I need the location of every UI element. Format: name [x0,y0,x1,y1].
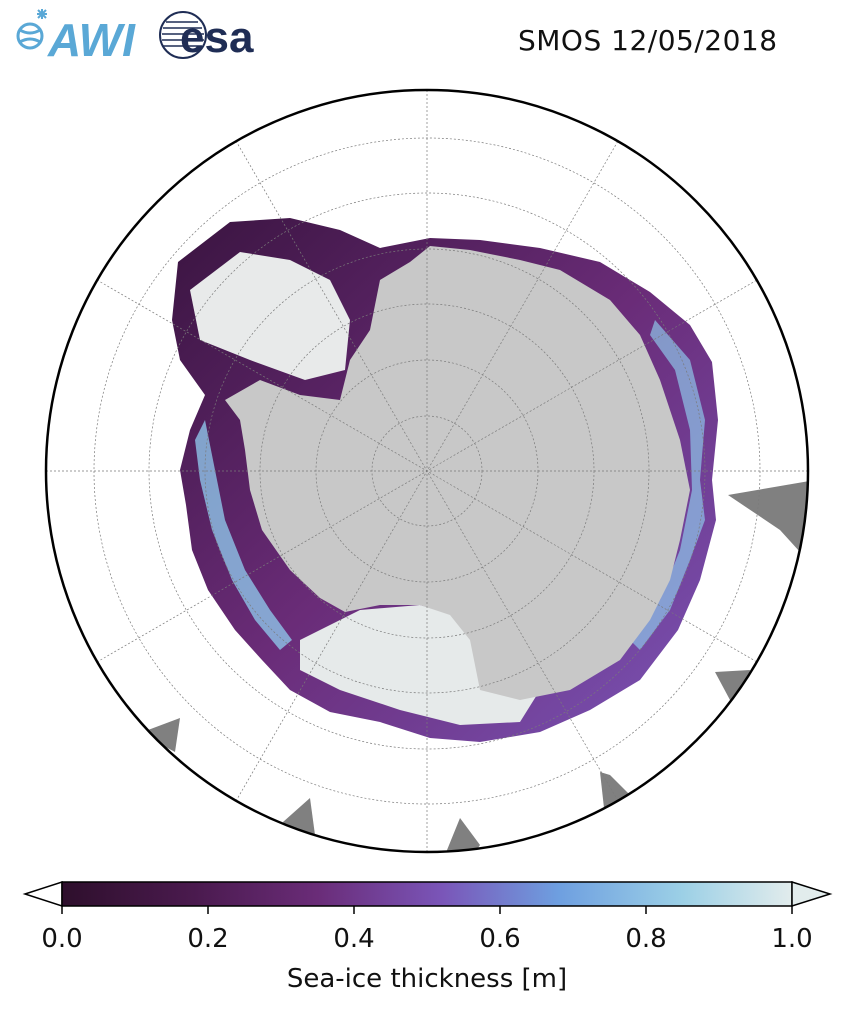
australia-2 [445,818,480,852]
south-america [728,480,808,560]
graticule [46,90,808,852]
tick-label-2: 0.4 [333,924,375,954]
colorbar-extend-high [791,880,833,908]
svg-text:esa: esa [180,13,254,62]
tick-label-0: 0.0 [41,924,83,954]
colorbar-extend-low [22,880,63,908]
colorbar [22,880,833,914]
tick-label-1: 0.2 [187,924,229,954]
africa-tip [715,670,750,700]
weddell-thick-ice [190,252,350,380]
tick-label-3: 0.6 [479,924,521,954]
map-title: SMOS 12/05/2018 [518,24,778,57]
tick-label-5: 1.0 [771,924,813,954]
colorbar-label: Sea-ice thickness [m] [286,964,568,994]
esa-logo: esa [158,6,308,68]
colorbar-ramp [61,881,793,907]
australia-1 [600,772,630,810]
tick-label-4: 0.8 [625,924,667,954]
antarctica [225,246,690,700]
polar-map [44,88,810,854]
ice-blue-band-east [630,320,705,650]
colorbar-ticks [61,906,793,914]
tasmania [148,718,180,752]
map-boundary [44,88,810,854]
svg-text:AWI: AWI [47,14,136,64]
awi-logo: AWI [6,6,146,68]
